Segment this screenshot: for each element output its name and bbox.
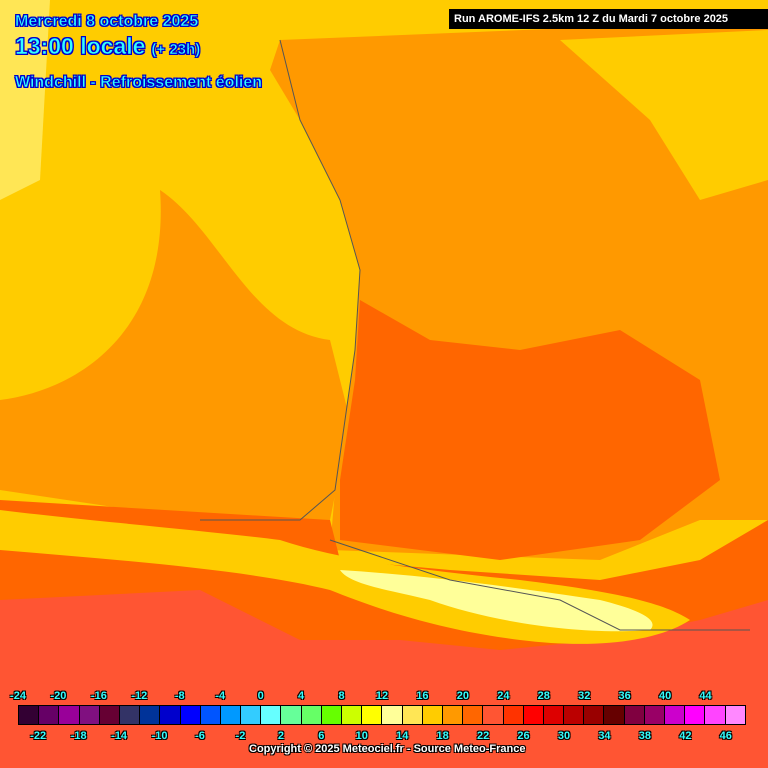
legend-swatch (261, 706, 282, 724)
legend-label-bottom: 10 (355, 730, 368, 742)
legend-swatch (241, 706, 262, 724)
bay-of-biscay-zone (0, 190, 350, 520)
legend-label-top: -12 (131, 690, 148, 702)
legend-swatch (301, 706, 322, 724)
legend-swatch (463, 706, 484, 724)
land-southwest-warm (340, 300, 720, 560)
legend-swatch (362, 706, 383, 724)
legend-label-bottom: 34 (598, 730, 611, 742)
legend-label-top: 36 (618, 690, 631, 702)
legend-label-top: 24 (497, 690, 510, 702)
legend-swatch (564, 706, 585, 724)
legend-label-top: -4 (215, 690, 226, 702)
forecast-time: 13:00 locale (+ 23h) (15, 33, 201, 60)
legend-label-bottom: 30 (557, 730, 571, 742)
pyrenees-summit-zone (340, 570, 653, 632)
legend-label-top: -16 (90, 690, 107, 702)
legend-swatch (483, 706, 504, 724)
legend-swatch (665, 706, 686, 724)
copyright: Copyright © 2025 Meteociel.fr - Source M… (249, 743, 526, 755)
legend-label-top: -24 (10, 690, 26, 702)
legend-label-bottom: 42 (679, 730, 692, 742)
legend-swatch (543, 706, 565, 724)
legend-label-bottom: -22 (30, 730, 47, 742)
legend-swatch (604, 706, 625, 724)
legend-label-top: 0 (257, 690, 264, 702)
legend-label-top: -20 (50, 690, 67, 702)
legend-label-top: 12 (375, 690, 389, 702)
legend-label-bottom: 6 (318, 730, 325, 742)
border-france-spain (329, 539, 750, 631)
legend-swatch (321, 706, 342, 724)
forecast-date: Mercredi 8 octobre 2025 (15, 13, 199, 31)
legend-label-bottom: -2 (235, 730, 246, 742)
legend-swatch (503, 706, 524, 724)
legend-label-bottom: -14 (111, 730, 128, 742)
legend-swatch (140, 706, 161, 724)
legend-label-top: 32 (578, 690, 591, 702)
legend-swatch (160, 706, 181, 724)
legend-label-top: 44 (699, 690, 712, 702)
legend-swatch (99, 706, 120, 724)
color-legend (18, 705, 746, 725)
land-north-cooler (560, 30, 768, 200)
legend-label-bottom: 22 (476, 730, 490, 742)
legend-swatch (382, 706, 403, 724)
legend-swatch (180, 706, 201, 724)
cool-zone-northwest (0, 0, 50, 200)
legend-swatch (39, 706, 60, 724)
legend-label-bottom: 26 (517, 730, 530, 742)
legend-swatch (624, 706, 645, 724)
legend-label-bottom: 14 (396, 730, 409, 742)
legend-swatch (220, 706, 242, 724)
legend-swatch (705, 706, 726, 724)
legend-swatch (523, 706, 544, 724)
legend-label-top: 8 (338, 690, 345, 702)
legend-swatch (584, 706, 605, 724)
legend-label-top: 20 (456, 690, 469, 702)
legend-label-bottom: -18 (70, 730, 87, 742)
legend-swatch (59, 706, 80, 724)
legend-swatch (79, 706, 100, 724)
legend-label-top: 40 (658, 690, 672, 702)
coastline (200, 39, 361, 521)
legend-label-bottom: -6 (195, 730, 205, 742)
legend-swatch (644, 706, 665, 724)
legend-label-top: 4 (298, 690, 305, 702)
legend-swatch (685, 706, 706, 724)
legend-swatch (402, 706, 423, 724)
legend-swatch (342, 706, 363, 724)
legend-swatch (19, 706, 40, 724)
forecast-time-label: 13:00 locale (15, 33, 146, 60)
legend-label-bottom: 46 (719, 730, 732, 742)
legend-label-bottom: -10 (151, 730, 168, 742)
legend-swatch (200, 706, 221, 724)
legend-swatch (281, 706, 302, 724)
legend-label-bottom: 2 (277, 730, 284, 742)
legend-label-top: 28 (537, 690, 550, 702)
forecast-lead: (+ 23h) (151, 41, 201, 59)
legend-swatch (422, 706, 443, 724)
legend-swatch (442, 706, 464, 724)
legend-label-bottom: 18 (436, 730, 449, 742)
legend-label-top: -8 (174, 690, 185, 702)
legend-label-bottom: 38 (638, 730, 651, 742)
legend-swatch (725, 706, 745, 724)
legend-label-top: 16 (416, 690, 429, 702)
legend-swatch (119, 706, 141, 724)
parameter-title: Windchill - Refroissement éolien (15, 74, 263, 92)
run-info: Run AROME-IFS 2.5km 12 Z du Mardi 7 octo… (449, 9, 768, 29)
